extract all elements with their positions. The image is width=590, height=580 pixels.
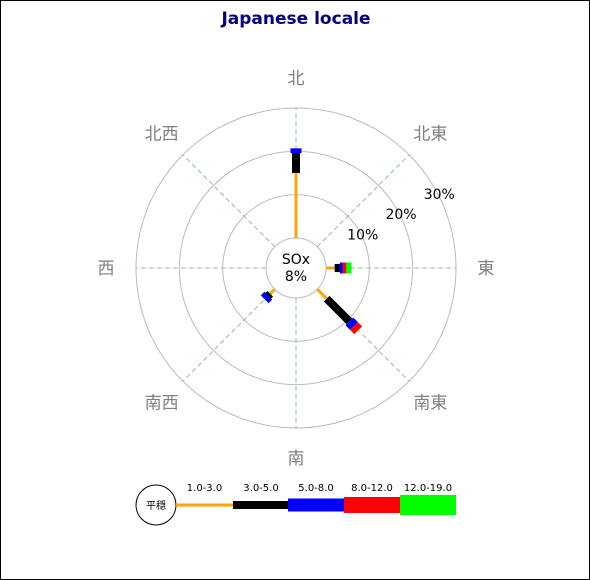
direction-label: 北 [288, 69, 305, 89]
center-label: SOx [282, 252, 310, 268]
direction-label: 北東 [413, 125, 447, 145]
range-label: 20% [385, 207, 416, 223]
legend-swatch [344, 497, 400, 513]
legend-swatch [288, 498, 344, 512]
legend-range-label: 12.0-19.0 [404, 483, 452, 494]
grid-axis-line [316, 154, 410, 248]
range-label: 30% [424, 187, 455, 203]
legend-calm-label: 平穏 [146, 500, 166, 512]
calm-value: 8% [285, 269, 307, 285]
direction-label: 南 [288, 449, 305, 469]
legend-swatch [176, 503, 233, 507]
legend-swatch [400, 495, 456, 515]
chart-title: Japanese locale [220, 9, 370, 29]
legend: 平穏 1.0-3.0 3.0-5.0 5.0-8.0 8.0-12.0 12.0-19.0 [135, 483, 456, 526]
range-labels: 10% 20% 30% [347, 187, 455, 244]
windrose-bar-segment [350, 322, 363, 335]
windrose-bar-segment [345, 317, 358, 330]
windrose-bar-segment [316, 288, 328, 300]
legend-swatch [233, 501, 289, 509]
legend-range-label: 1.0-3.0 [187, 483, 222, 494]
direction-label: 西 [98, 259, 115, 279]
legend-range-label: 3.0-5.0 [243, 483, 278, 494]
calm-center-circle [265, 237, 327, 299]
windrose-bar-segment [323, 295, 353, 325]
grid-axis-line [182, 154, 276, 248]
direction-label: 南東 [413, 393, 447, 413]
windrose-bar-segment [269, 288, 276, 295]
direction-label: 東 [478, 259, 495, 279]
legend-range-label: 8.0-12.0 [351, 483, 393, 494]
direction-label: 南西 [145, 393, 179, 413]
range-label: 10% [347, 228, 378, 244]
windrose-bar-segment [260, 291, 273, 304]
direction-label: 北西 [145, 125, 179, 145]
windrose-bar-segment [265, 290, 274, 299]
grid-axis-line [316, 288, 410, 382]
grid-axis-line [182, 288, 276, 382]
legend-range-label: 5.0-8.0 [298, 483, 333, 494]
bars-layer [260, 148, 363, 335]
